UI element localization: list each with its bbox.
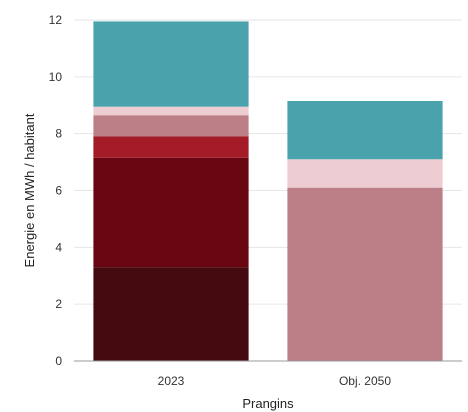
bar-segment-0-0 <box>93 267 249 361</box>
bar-segment-0-3 <box>93 115 249 137</box>
x-axis-title: Prangins <box>242 396 294 411</box>
y-tick-label: 12 <box>49 13 63 27</box>
x-tick-labels: 2023 Obj. 2050 <box>158 374 392 388</box>
bar-segment-1-4 <box>287 159 443 188</box>
y-tick-label: 8 <box>55 127 62 141</box>
x-tick-label: Obj. 2050 <box>339 374 391 388</box>
bar-segments <box>93 21 443 361</box>
bar-segment-0-4 <box>93 106 249 116</box>
y-tick-labels: 0 2 4 6 8 10 12 <box>49 13 63 368</box>
bar-segment-1-5 <box>287 100 443 160</box>
bar-segment-0-1 <box>93 157 249 268</box>
x-tick-label: 2023 <box>158 374 185 388</box>
y-tick-label: 10 <box>49 70 63 84</box>
y-tick-label: 6 <box>55 184 62 198</box>
bar-segment-1-3 <box>287 187 443 361</box>
y-tick-label: 0 <box>55 354 62 368</box>
bar-segment-0-2 <box>93 136 249 158</box>
y-tick-label: 4 <box>55 240 62 254</box>
y-tick-label: 2 <box>55 297 62 311</box>
y-axis-title: Energie en MWh / habitant <box>22 113 37 267</box>
bar-segment-0-5 <box>93 21 249 107</box>
